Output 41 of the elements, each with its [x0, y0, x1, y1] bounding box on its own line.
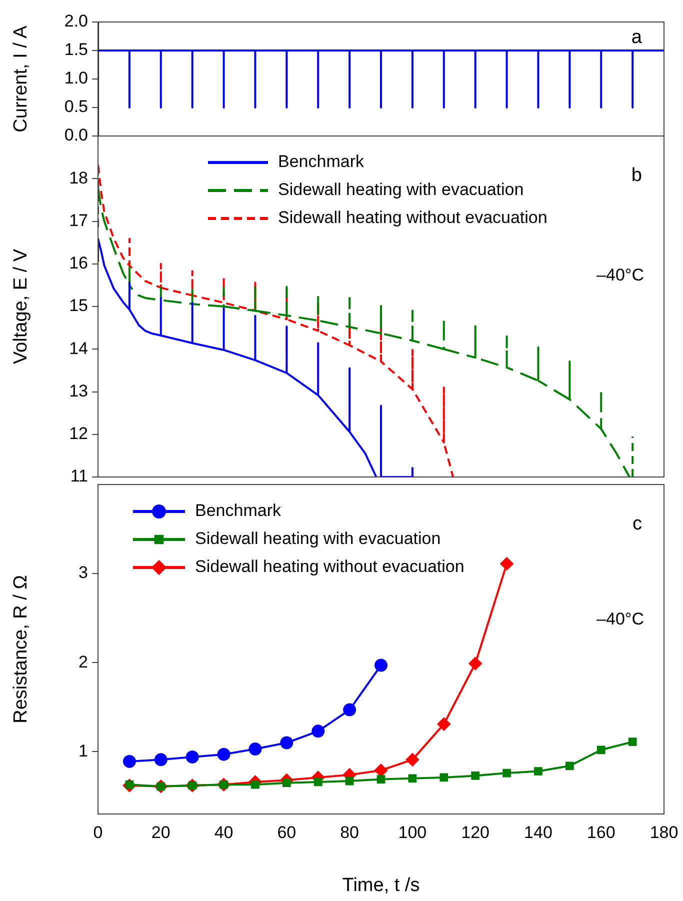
x-tick-label: 180	[650, 822, 678, 842]
annotation: a	[631, 27, 642, 48]
x-tick-label: 160	[586, 822, 616, 842]
legend-label: Benchmark	[195, 501, 282, 520]
x-tick-label: 0	[93, 822, 103, 842]
y-axis-title: Voltage, E / V	[10, 248, 32, 364]
y-tick-label: 11	[70, 466, 88, 486]
annotation: b	[631, 165, 642, 186]
y-tick-label: 0.5	[64, 97, 88, 116]
legend-label: Sidewall heating without evacuation	[195, 557, 464, 576]
legend-label: Benchmark	[278, 152, 364, 172]
y-tick-label: 2	[78, 652, 88, 672]
y-tick-label: 16	[69, 254, 88, 273]
legend-label: Sidewall heating without evacuation	[278, 208, 548, 228]
y-axis-title: Current, I / A	[10, 25, 32, 132]
y-tick-label: 15	[69, 296, 88, 316]
y-tick-label: 12	[69, 424, 88, 444]
x-tick-label: 120	[461, 822, 490, 842]
x-tick-label: 100	[398, 822, 427, 842]
y-tick-label: 14	[69, 338, 88, 358]
annotation: –40°C	[596, 609, 644, 628]
y-tick-label: 0.0	[64, 126, 88, 145]
annotation: –40°C	[596, 265, 644, 284]
y-tick-label: 2.0	[64, 12, 88, 31]
y-tick-label: 13	[69, 381, 88, 400]
y-tick-label: 3	[78, 563, 88, 582]
x-tick-label: 60	[277, 822, 296, 842]
legend-label: Sidewall heating with evacuation	[195, 529, 441, 548]
y-tick-label: 18	[69, 168, 88, 188]
annotation: c	[632, 514, 642, 535]
x-tick-label: 80	[340, 822, 360, 842]
x-axis-title: Time, t /s	[342, 874, 420, 896]
y-axis-title: Resistance, R / Ω	[10, 575, 32, 724]
x-tick-label: 20	[151, 822, 170, 842]
y-tick-label: 1.0	[64, 68, 88, 88]
legend-label: Sidewall heating with evacuation	[278, 180, 524, 200]
y-tick-label: 17	[69, 210, 88, 230]
y-tick-label: 1.5	[64, 40, 88, 60]
y-tick-label: 1	[78, 741, 88, 760]
x-tick-label: 140	[524, 822, 552, 842]
x-tick-label: 40	[214, 822, 234, 842]
